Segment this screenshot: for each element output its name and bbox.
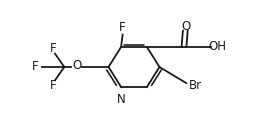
- Text: O: O: [181, 20, 191, 33]
- Text: F: F: [50, 79, 57, 92]
- Text: OH: OH: [209, 40, 227, 53]
- Text: F: F: [50, 42, 57, 55]
- Text: Br: Br: [189, 79, 202, 92]
- Text: F: F: [32, 60, 39, 74]
- Text: N: N: [117, 93, 126, 106]
- Text: O: O: [72, 59, 81, 72]
- Text: F: F: [119, 21, 126, 34]
